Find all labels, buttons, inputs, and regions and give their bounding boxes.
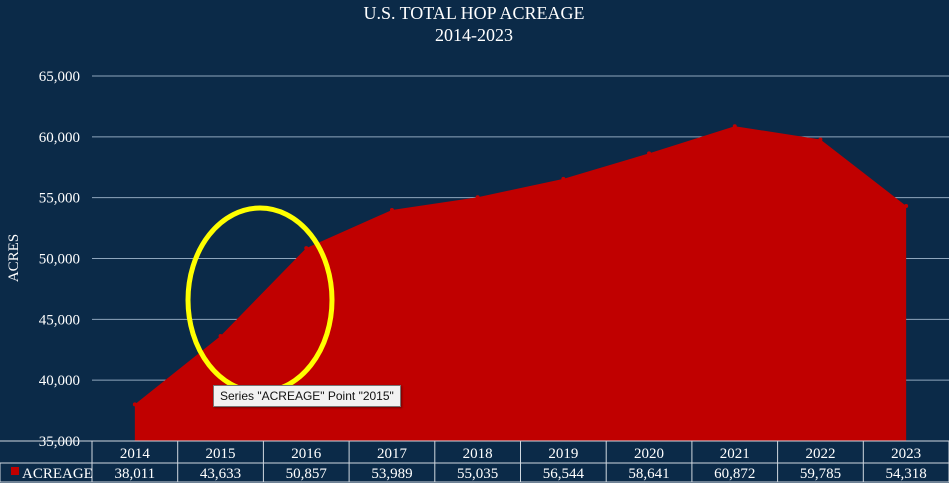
y-tick-label: 35,000	[39, 434, 80, 450]
data-point-2018[interactable]	[475, 195, 480, 200]
data-table: 2014 38,011 2015 43,633 2016 50,857 2017 53,989…	[0, 440, 949, 483]
x-tick-label: 2018	[463, 446, 493, 462]
data-label: 56,544	[543, 466, 585, 482]
data-label: 58,641	[628, 466, 669, 482]
x-tick-label: 2021	[720, 446, 750, 462]
y-tick-label: 40,000	[39, 373, 80, 389]
data-point-2023[interactable]	[904, 203, 909, 208]
data-point-2022[interactable]	[818, 137, 823, 142]
data-point-2016[interactable]	[304, 246, 309, 251]
data-point-2021[interactable]	[732, 124, 737, 129]
chart-subtitle: 2014-2023	[435, 25, 513, 45]
chart-title: U.S. TOTAL HOP ACREAGE	[363, 3, 584, 23]
data-label: 59,785	[800, 466, 841, 482]
y-tick-label: 50,000	[39, 252, 80, 268]
data-label: 38,011	[114, 466, 155, 482]
data-label: 53,989	[371, 466, 412, 482]
y-tick-label: 55,000	[39, 191, 80, 207]
area-fill[interactable]	[134, 126, 907, 441]
x-tick-label: 2017	[377, 446, 408, 462]
x-tick-label: 2019	[548, 446, 578, 462]
data-label: 60,872	[714, 466, 755, 482]
y-tick-label: 60,000	[39, 130, 80, 146]
x-tick-label: 2023	[891, 446, 921, 462]
y-tick-label: 65,000	[39, 69, 80, 85]
y-axis-label: ACRES	[6, 234, 22, 282]
data-label: 50,857	[286, 466, 328, 482]
point-tooltip: Series "ACREAGE" Point "2015"	[213, 385, 401, 407]
x-tick-label: 2016	[291, 446, 322, 462]
data-point-2020[interactable]	[647, 151, 652, 156]
data-point-2015[interactable]	[218, 333, 223, 338]
x-tick-label: 2022	[805, 446, 835, 462]
y-tick-label: 45,000	[39, 312, 80, 328]
data-label: 54,318	[886, 466, 927, 482]
data-label: 55,035	[457, 466, 498, 482]
x-tick-label: 2014	[120, 446, 151, 462]
x-tick-label: 2020	[634, 446, 664, 462]
area-series	[132, 124, 909, 441]
data-point-2017[interactable]	[389, 207, 394, 212]
data-point-2019[interactable]	[561, 176, 566, 181]
data-label: 43,633	[200, 466, 241, 482]
data-point-2014[interactable]	[132, 402, 137, 407]
legend-swatch	[11, 467, 19, 475]
x-tick-label: 2015	[206, 446, 236, 462]
legend-label: ACREAGE	[22, 466, 93, 482]
y-axis-ticks: 35,000 40,000 45,000 50,000 55,000 60,000 65,0…	[39, 69, 80, 450]
